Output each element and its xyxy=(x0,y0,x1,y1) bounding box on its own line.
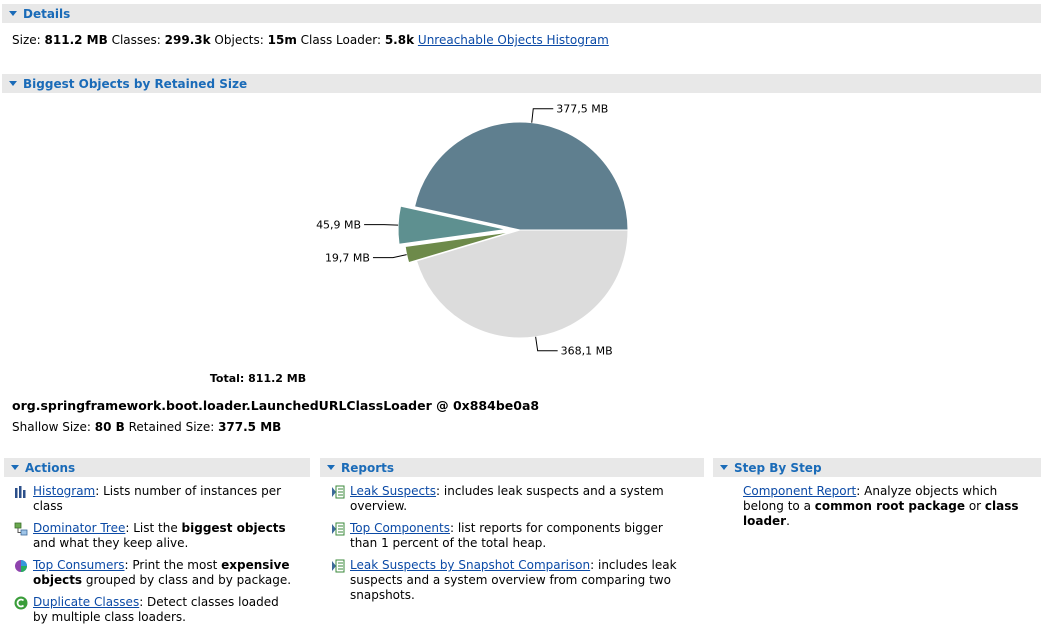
list-item: Component Report: Analyze objects which … xyxy=(743,484,1019,528)
top-consumers-link[interactable]: Top Consumers xyxy=(33,558,125,572)
heap-size-value: 811.2 MB xyxy=(44,33,108,47)
top-components-link[interactable]: Top Components xyxy=(350,521,450,535)
list-item: Histogram: Lists number of instances per… xyxy=(14,484,294,514)
slice-leader-line xyxy=(535,336,558,352)
collapse-triangle-icon[interactable] xyxy=(9,11,17,16)
report-icon xyxy=(332,485,345,499)
duplicate-classes-icon xyxy=(14,596,28,610)
actions-section-header[interactable]: Actions xyxy=(4,458,310,477)
collapse-triangle-icon[interactable] xyxy=(720,465,728,470)
report-icon xyxy=(332,522,345,536)
list-item: Top Consumers: Print the most expensive … xyxy=(14,558,294,588)
dominator-tree-icon xyxy=(14,522,28,536)
histogram-icon xyxy=(15,486,26,498)
retained-size-value: 377.5 MB xyxy=(218,420,282,434)
biggest-objects-section-title: Biggest Objects by Retained Size xyxy=(23,76,248,91)
dominator-tree-link[interactable]: Dominator Tree xyxy=(33,521,126,535)
selected-object-sizes: Shallow Size: 80 B Retained Size: 377.5 … xyxy=(12,420,282,434)
list-item: Top Components: list reports for compone… xyxy=(331,521,681,551)
list-item: Leak Suspects by Snapshot Comparison: in… xyxy=(331,558,681,603)
list-item: Duplicate Classes: Detect classes loaded… xyxy=(14,595,294,625)
collapse-triangle-icon[interactable] xyxy=(11,465,19,470)
collapse-triangle-icon[interactable] xyxy=(9,81,17,86)
biggest-objects-section-header[interactable]: Biggest Objects by Retained Size xyxy=(2,74,1041,93)
retained-size-pie-chart[interactable]: 377,5 MB 45,9 MB 19,7 MB 368,1 MB Total: 811… xyxy=(0,96,1043,391)
reports-section-title: Reports xyxy=(341,460,395,475)
step-by-step-section-header[interactable]: Step By Step xyxy=(713,458,1041,477)
component-report-link[interactable]: Component Report xyxy=(743,484,857,498)
class-loader-count-value: 5.8k xyxy=(384,33,415,47)
classes-count-value: 299.3k xyxy=(164,33,211,47)
actions-section-title: Actions xyxy=(25,460,76,475)
selected-object-name: org.springframework.boot.loader.Launched… xyxy=(12,398,540,413)
details-summary: Size: 811.2 MB Classes: 299.3k Objects: … xyxy=(12,33,609,47)
slice-label: 368,1 MB xyxy=(561,345,613,358)
collapse-triangle-icon[interactable] xyxy=(327,465,335,470)
duplicate-classes-link[interactable]: Duplicate Classes xyxy=(33,595,140,609)
step-by-step-section-title: Step By Step xyxy=(734,460,822,475)
reports-list: Leak Suspects: includes leak suspects an… xyxy=(331,484,681,610)
slice-label: 377,5 MB xyxy=(556,103,608,116)
slice-label: 19,7 MB xyxy=(325,252,370,265)
pie-slice[interactable] xyxy=(404,231,513,264)
list-item: Dominator Tree: List the biggest objects… xyxy=(14,521,294,551)
objects-count-value: 15m xyxy=(267,33,297,47)
slice-leader-line xyxy=(372,254,407,259)
shallow-size-value: 80 B xyxy=(94,420,125,434)
pie-slice[interactable] xyxy=(415,229,629,339)
unreachable-objects-histogram-link[interactable]: Unreachable Objects Histogram xyxy=(417,33,609,47)
leak-suspects-link[interactable]: Leak Suspects xyxy=(350,484,437,498)
actions-list: Histogram: Lists number of instances per… xyxy=(14,484,294,632)
step-by-step-list: Component Report: Analyze objects which … xyxy=(743,484,1028,536)
details-section-header[interactable]: Details xyxy=(2,4,1041,23)
histogram-link[interactable]: Histogram xyxy=(33,484,96,498)
pie-slice[interactable] xyxy=(397,205,507,245)
reports-section-header[interactable]: Reports xyxy=(320,458,704,477)
list-item: Leak Suspects: includes leak suspects an… xyxy=(331,484,681,514)
slice-label: 45,9 MB xyxy=(316,219,361,232)
slice-leader-line xyxy=(531,108,554,123)
leak-suspects-comparison-link[interactable]: Leak Suspects by Snapshot Comparison xyxy=(350,558,591,572)
slice-leader-line xyxy=(364,224,399,226)
details-section-title: Details xyxy=(23,6,71,21)
pie-slice[interactable] xyxy=(413,121,629,231)
report-icon xyxy=(332,559,345,573)
pie-total-label: Total: 811.2 MB xyxy=(210,372,306,385)
top-consumers-icon xyxy=(15,560,27,572)
